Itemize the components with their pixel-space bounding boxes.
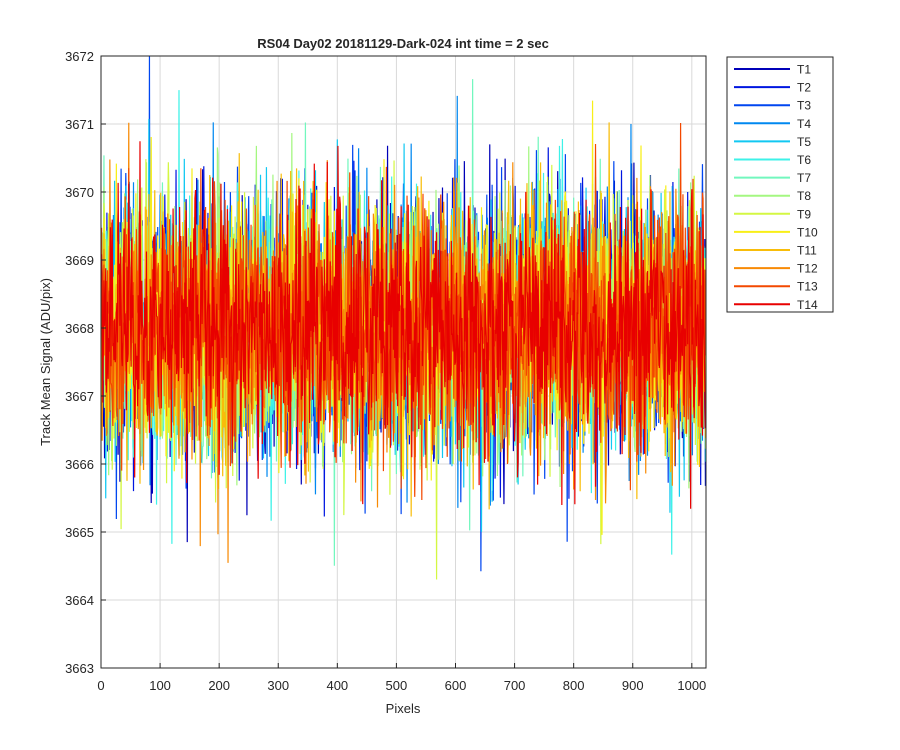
y-tick-label: 3667 (65, 389, 94, 404)
legend-label: T5 (797, 135, 811, 149)
x-tick-label: 100 (149, 678, 171, 693)
legend-label: T4 (797, 117, 811, 131)
legend-entry: T8 (734, 189, 811, 203)
legend-entry: T3 (734, 99, 811, 113)
x-tick-label: 400 (326, 678, 348, 693)
y-tick-label: 3670 (65, 185, 94, 200)
x-tick-label: 800 (563, 678, 585, 693)
x-tick-label: 700 (504, 678, 526, 693)
y-tick-label: 3663 (65, 661, 94, 676)
legend-label: T12 (797, 262, 818, 276)
legend-label: T10 (797, 225, 818, 239)
chart-title: RS04 Day02 20181129-Dark-024 int time = … (257, 36, 549, 51)
legend-label: T3 (797, 99, 811, 113)
y-tick-label: 3668 (65, 321, 94, 336)
y-tick-label: 3664 (65, 593, 94, 608)
y-tick-label: 3666 (65, 457, 94, 472)
legend-label: T11 (797, 244, 817, 258)
legend-entry: T12 (734, 262, 818, 276)
legend-box (726, 56, 834, 313)
legend-entry: T9 (734, 207, 811, 221)
series-line-t13 (101, 123, 706, 501)
legend: T1 T2 T3 T4 T5 T6 T7 T8 T9 T10 T11 T12 T13 T14 (726, 56, 834, 313)
x-tick-label: 600 (445, 678, 467, 693)
legend-entry: T10 (734, 225, 818, 239)
legend-entry: T14 (734, 298, 818, 312)
x-axis-ticks: 0 100 200 300 400 500 600 700 800 900 1000 (97, 663, 706, 693)
x-tick-label: 0 (97, 678, 104, 693)
legend-entry: T1 (734, 63, 811, 77)
legend-entry: T5 (734, 135, 811, 149)
y-axis-label: Track Mean Signal (ADU/pix) (38, 278, 53, 446)
series-line-t14 (101, 141, 706, 509)
x-tick-label: 200 (208, 678, 230, 693)
legend-label: T2 (797, 81, 811, 95)
plot-area: 0 100 200 300 400 500 600 700 800 900 1000 3663366… (65, 49, 707, 693)
legend-label: T6 (797, 153, 811, 167)
y-tick-label: 3672 (65, 49, 94, 64)
legend-entry: T13 (734, 280, 818, 294)
x-tick-label: 1000 (677, 678, 706, 693)
legend-label: T9 (797, 207, 811, 221)
legend-label: T1 (797, 63, 811, 77)
legend-label: T13 (797, 280, 818, 294)
x-tick-label: 900 (622, 678, 644, 693)
axes-box (100, 55, 707, 669)
legend-entry: T7 (734, 171, 811, 185)
legend-label: T7 (797, 171, 811, 185)
legend-entry: T2 (734, 81, 811, 95)
y-tick-label: 3671 (65, 117, 94, 132)
series-lines (101, 56, 706, 580)
y-tick-label: 3669 (65, 253, 94, 268)
legend-label: T14 (797, 298, 818, 312)
x-axis-label: Pixels (386, 701, 421, 716)
x-tick-label: 300 (267, 678, 289, 693)
legend-entry: T6 (734, 153, 811, 167)
legend-entry: T4 (734, 117, 811, 131)
legend-entry: T11 (734, 244, 817, 258)
y-tick-label: 3665 (65, 525, 94, 540)
y-axis-ticks: 3663 3664 3665 3666 3667 3668 3669 3670 3671 3672 (65, 49, 106, 676)
x-tick-label: 500 (386, 678, 408, 693)
legend-label: T8 (797, 189, 811, 203)
